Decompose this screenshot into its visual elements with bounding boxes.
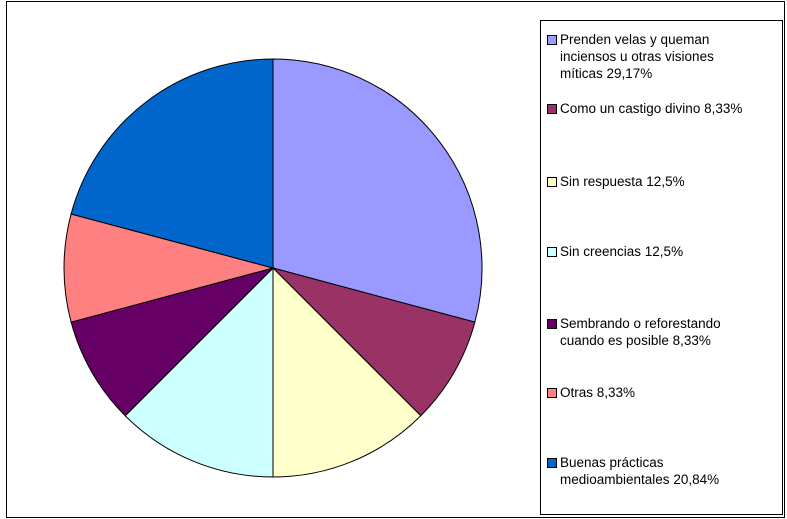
pie-slice-0 xyxy=(272,58,483,323)
legend-swatch-2 xyxy=(547,177,557,187)
pie-slice-2 xyxy=(272,266,422,478)
legend-label-1: Como un castigo divino 8,33% xyxy=(560,101,743,116)
legend-label-0: Prenden velas y queman inciensos u otras… xyxy=(560,32,714,81)
legend-label-6: Buenas prácticas medioambientales 20,84% xyxy=(560,455,720,487)
legend-swatch-4 xyxy=(547,319,557,329)
pie-slice-1 xyxy=(271,267,476,417)
legend-swatch-6 xyxy=(547,458,557,468)
legend-label-4: Sembrando o reforestando cuando es posib… xyxy=(560,316,721,348)
legend-label-3: Sin creencias 12,5% xyxy=(560,244,684,259)
pie-slice-5 xyxy=(63,213,275,323)
legend-label-2: Sin respuesta 12,5% xyxy=(560,174,685,189)
legend: Prenden velas y queman inciensos u otras… xyxy=(540,20,783,515)
pie-slice-6 xyxy=(70,58,274,269)
legend-swatch-5 xyxy=(547,388,557,398)
legend-label-5: Otras 8,33% xyxy=(560,385,636,400)
legend-swatch-3 xyxy=(547,247,557,257)
pie-slice-3 xyxy=(124,266,274,478)
legend-swatch-1 xyxy=(547,104,557,114)
legend-swatch-0 xyxy=(547,35,557,45)
pie-slice-4 xyxy=(70,267,275,417)
